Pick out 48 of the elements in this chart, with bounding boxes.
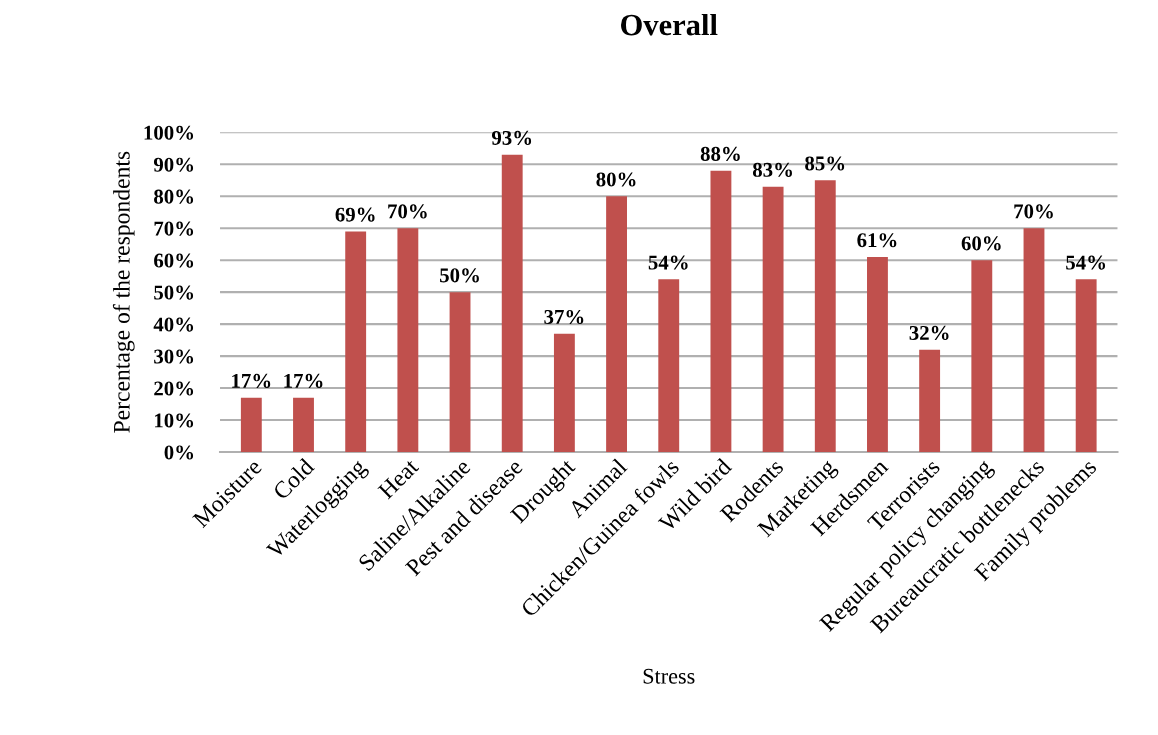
bar <box>501 154 523 453</box>
data-label: 37% <box>544 309 584 325</box>
y-tick-label: 20% <box>154 381 194 396</box>
x-axis-title: Stress <box>643 668 695 684</box>
y-tick-label: 70% <box>154 221 194 236</box>
bar <box>553 333 575 453</box>
data-label: 83% <box>752 162 792 177</box>
data-label: 80% <box>596 172 636 187</box>
bar <box>971 260 993 453</box>
bar <box>762 186 784 453</box>
bar <box>658 279 680 453</box>
data-label: 54% <box>1066 255 1106 270</box>
y-tick-label: 50% <box>154 285 194 300</box>
data-label: 17% <box>232 373 271 388</box>
data-label: 93% <box>491 130 532 145</box>
y-tick-label: 10% <box>155 413 194 428</box>
data-label: 88% <box>700 146 740 161</box>
bar <box>449 292 471 453</box>
data-label: 85% <box>805 156 845 171</box>
data-label: 69% <box>335 207 375 222</box>
y-tick-label: 0% <box>164 445 194 460</box>
bar <box>1075 279 1097 453</box>
bar <box>345 231 367 453</box>
data-label: 60% <box>961 236 1001 251</box>
y-tick-label: 40% <box>153 317 194 332</box>
chart-title: Overall <box>621 13 718 36</box>
bar <box>606 196 627 453</box>
data-label: 54% <box>648 255 688 270</box>
y-tick-label: 80% <box>154 189 194 204</box>
bar <box>240 397 262 453</box>
data-label: 32% <box>909 325 949 340</box>
bar <box>293 397 314 453</box>
data-label: 61% <box>857 233 897 248</box>
y-tick-label: 60% <box>154 253 194 268</box>
bar <box>814 180 836 453</box>
bar <box>710 170 732 453</box>
bar <box>919 349 941 453</box>
data-label: 50% <box>440 268 479 283</box>
y-tick-label: 100% <box>144 125 194 140</box>
y-tick-label: 90% <box>153 157 194 172</box>
data-label: 17% <box>284 373 323 388</box>
data-label: 70% <box>1014 204 1053 219</box>
y-axis-title: Percentage of the respondents <box>112 151 135 433</box>
y-tick-label: 30% <box>154 349 194 364</box>
data-label: 70% <box>388 204 427 219</box>
bar <box>1023 228 1045 453</box>
bar <box>867 256 888 453</box>
bar <box>397 228 419 453</box>
